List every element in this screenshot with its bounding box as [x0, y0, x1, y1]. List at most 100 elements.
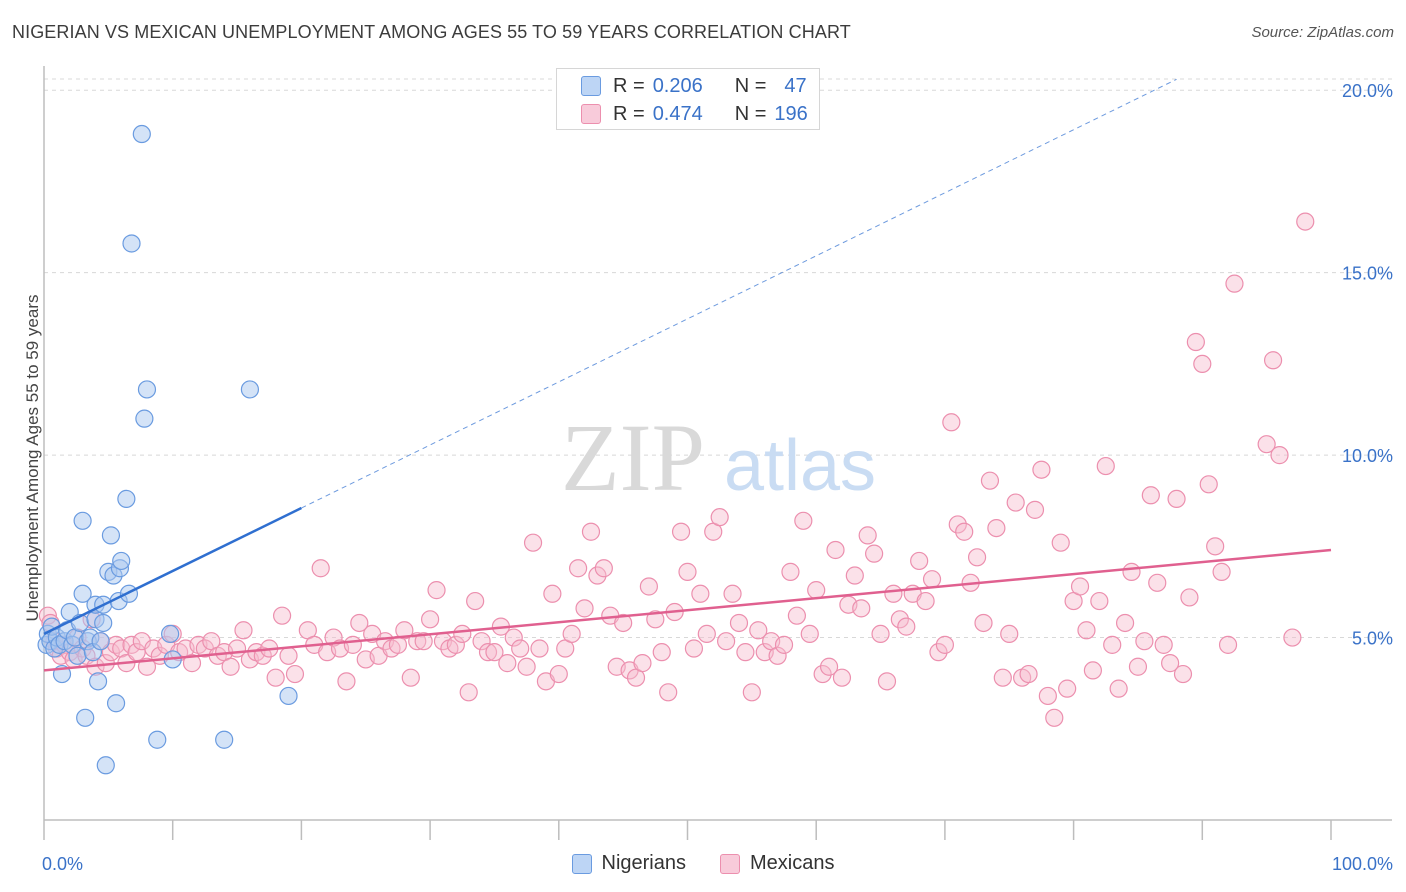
- nigerians-point: [76, 708, 95, 727]
- nigerians-point: [96, 756, 115, 775]
- legend-item-mexicans: Mexicans: [720, 852, 834, 875]
- chart-title: NIGERIAN VS MEXICAN UNEMPLOYMENT AMONG A…: [12, 22, 851, 42]
- mexicans-point: [279, 646, 298, 665]
- mexicans-point: [1058, 679, 1077, 698]
- mexicans-point: [897, 617, 916, 636]
- nigerians-point: [135, 409, 154, 428]
- mexicans-point: [1173, 664, 1193, 684]
- r-label: R =: [613, 102, 645, 125]
- mexicans-point: [678, 562, 697, 581]
- mexicans-point: [588, 566, 607, 585]
- mexicans-point: [1212, 562, 1231, 581]
- mexicans-point: [427, 581, 446, 600]
- nigerians-point: [137, 380, 157, 399]
- nigerians-point: [94, 613, 113, 633]
- mexicans-point: [980, 471, 1000, 490]
- mexicans-point: [787, 606, 806, 625]
- mexicans-point: [1148, 573, 1167, 592]
- mexicans-point: [543, 584, 562, 603]
- mexicans-point: [1083, 661, 1103, 680]
- legend-label-mexicans: Mexicans: [750, 852, 835, 874]
- mexicans-point: [877, 672, 897, 691]
- nigerians-point: [112, 551, 131, 571]
- mexicans-point: [890, 610, 909, 629]
- nigerians-point: [91, 632, 110, 651]
- mexicans-point: [459, 683, 478, 702]
- legend-label-nigerians: Nigerians: [601, 852, 686, 874]
- nigerians-point: [101, 526, 121, 545]
- mexicans-point: [1206, 537, 1225, 556]
- mexicans-point: [865, 544, 884, 563]
- mexicans-point: [549, 664, 568, 684]
- mexicans-points: [38, 212, 1315, 727]
- nigerians-point: [119, 584, 139, 603]
- mexicans-point: [742, 683, 761, 702]
- nigerians-point: [148, 730, 167, 749]
- nigerians-point: [215, 730, 234, 749]
- mexicans-point: [453, 624, 472, 644]
- mexicans-point: [852, 599, 871, 618]
- mexicans-point: [337, 672, 356, 691]
- mexicans-point: [472, 632, 491, 651]
- mexicans-point: [594, 559, 613, 578]
- mexicans-point: [967, 548, 987, 567]
- stats-row-nigerians: R = 0.206 N = 47: [581, 75, 807, 97]
- mexicans-point: [614, 613, 633, 633]
- stats-row-mexicans: R = 0.474 N = 196: [581, 103, 808, 125]
- mexicans-point: [478, 643, 498, 662]
- n-label: N =: [734, 74, 767, 97]
- mexicans-point: [1263, 351, 1283, 370]
- mexicans-point: [1128, 657, 1148, 676]
- y-tick-label: 5.0%: [1352, 629, 1393, 649]
- watermark-zip: ZIP: [561, 404, 705, 511]
- mexicans-point: [659, 683, 678, 702]
- mexicans-point: [1135, 632, 1154, 651]
- mexicans-point: [736, 643, 755, 662]
- axis-layer: 5.0% 10.0% 15.0% 20.0% 0.0% 100.0%: [42, 66, 1393, 874]
- mexicans-trend-line: [43, 548, 1332, 672]
- mexicans-point: [922, 570, 942, 589]
- stats-legend: R = 0.206 N = 47 R = 0.474 N = 196: [556, 68, 820, 130]
- mexicans-swatch: [720, 853, 740, 874]
- mexicans-point: [401, 668, 420, 687]
- mexicans-point: [137, 657, 157, 676]
- series-legend: Nigerians Mexicans: [0, 852, 1406, 875]
- nigerians-point: [161, 624, 180, 644]
- mexicans-point: [800, 624, 819, 644]
- mexicans-point: [1038, 686, 1057, 706]
- nigerians-point: [240, 380, 260, 399]
- legend-item-nigerians: Nigerians: [571, 852, 686, 875]
- x-tick-label: 100.0%: [1332, 854, 1393, 874]
- mexicans-point: [1077, 621, 1096, 640]
- mexicans-point: [1193, 354, 1212, 374]
- watermark: ZIP atlas: [561, 404, 876, 511]
- nigerians-trend-extension: [301, 78, 1177, 509]
- mexicans-point: [646, 610, 665, 629]
- mexicans-point: [1270, 446, 1289, 465]
- mexicans-point: [498, 654, 517, 673]
- source-credit: Source: ZipAtlas.com: [1251, 24, 1394, 41]
- mexicans-point: [1154, 635, 1173, 654]
- mexicans-point: [485, 643, 504, 662]
- mexicans-point: [1122, 562, 1141, 581]
- mexicans-point: [421, 610, 440, 629]
- r-value: 0.474: [652, 102, 703, 125]
- mexicans-point: [942, 413, 961, 432]
- mexicans-point: [1096, 456, 1115, 476]
- mexicans-point: [285, 664, 305, 684]
- mexicans-point: [581, 522, 601, 541]
- mexicans-point: [1283, 628, 1302, 647]
- y-tick-label: 15.0%: [1342, 264, 1393, 284]
- nigerians-swatch: [571, 853, 592, 874]
- mexicans-point: [1090, 591, 1109, 611]
- y-tick-label: 20.0%: [1342, 81, 1393, 101]
- nigerians-points: [37, 124, 298, 775]
- mexicans-point: [1025, 500, 1045, 519]
- mexicans-point: [569, 559, 588, 578]
- mexicans-point: [1167, 489, 1186, 509]
- mexicans-point: [819, 657, 839, 676]
- mexicans-point: [1045, 708, 1064, 727]
- mexicans-point: [929, 643, 948, 662]
- mexicans-point: [794, 511, 813, 530]
- mexicans-point: [266, 668, 285, 687]
